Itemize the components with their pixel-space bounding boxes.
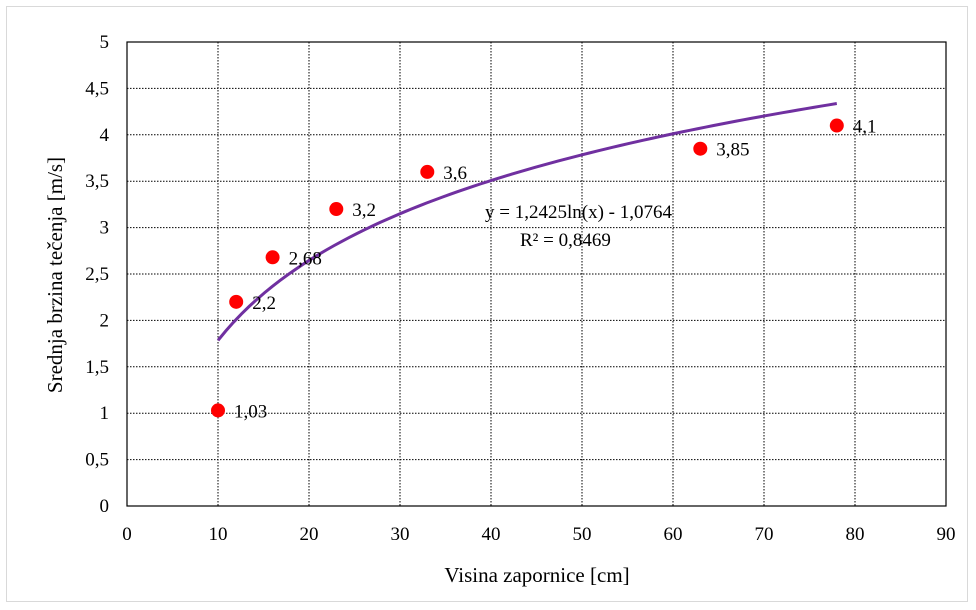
y-tick-label: 0: [100, 496, 110, 517]
data-point: [693, 141, 708, 156]
x-tick-label: 10: [209, 524, 228, 545]
data-point: [329, 202, 344, 217]
data-label: 4,1: [853, 117, 877, 138]
x-tick-label: 80: [846, 524, 865, 545]
x-tick-label: 70: [755, 524, 774, 545]
trendline-equation: y = 1,2425ln(x) - 1,0764: [485, 202, 672, 223]
x-tick-label: 60: [664, 524, 683, 545]
chart-frame: [6, 6, 968, 602]
x-axis-title: Visina zapornice [cm]: [444, 563, 629, 587]
y-tick-label: 0,5: [85, 450, 109, 471]
data-label: 3,2: [352, 200, 376, 221]
x-tick-label: 0: [122, 524, 132, 545]
data-label: 2,2: [252, 293, 276, 314]
y-tick-label: 4: [100, 125, 110, 146]
data-point: [211, 403, 225, 418]
y-tick-label: 2: [100, 310, 110, 331]
plot-area: [126, 41, 947, 507]
data-point: [265, 250, 280, 265]
data-label: 2,68: [289, 248, 322, 269]
gridlines: [127, 42, 946, 506]
data-points: 1,03 2,2 2,68 3,2 3,6 3,85 4,1: [211, 117, 877, 422]
y-tick-label: 1,5: [85, 357, 109, 378]
data-point: [829, 118, 844, 133]
x-tick-label: 50: [573, 524, 592, 545]
trendline: [216, 102, 838, 342]
x-tick-label: 90: [937, 524, 956, 545]
data-label: 3,85: [716, 140, 749, 161]
y-tick-label: 3,5: [85, 171, 109, 192]
x-tick-label: 20: [300, 524, 319, 545]
data-point: [420, 164, 435, 179]
y-axis-title: Srednja brzina tečenja [m/s]: [43, 157, 67, 393]
x-axis-ticks: 0 10 20 30 40 50 60 70 80 90: [122, 524, 955, 545]
data-label: 1,03: [234, 401, 267, 422]
x-tick-label: 40: [482, 524, 501, 545]
x-tick-label: 30: [391, 524, 410, 545]
data-label: 3,6: [443, 163, 467, 184]
y-tick-label: 5: [100, 32, 110, 53]
y-tick-label: 3: [100, 218, 110, 239]
trendline-r-squared: R² = 0,8469: [520, 230, 611, 251]
data-point: [229, 294, 244, 309]
y-tick-label: 4,5: [85, 78, 109, 99]
y-axis-ticks: 0 0,5 1 1,5 2 2,5 3 3,5 4 4,5 5: [85, 32, 109, 517]
y-tick-label: 2,5: [85, 264, 109, 285]
y-tick-label: 1: [100, 403, 110, 424]
